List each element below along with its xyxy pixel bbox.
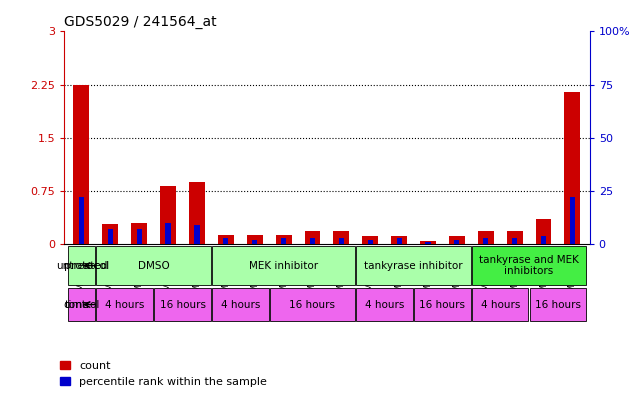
Bar	[310, 238, 315, 244]
Text: 16 hours: 16 hours	[290, 299, 335, 310]
Bar	[449, 236, 465, 244]
Bar	[565, 92, 580, 244]
Bar	[414, 288, 470, 321]
Bar	[96, 288, 153, 321]
Bar	[212, 288, 269, 321]
Text: DMSO: DMSO	[138, 261, 169, 270]
Bar	[397, 238, 402, 244]
Bar	[570, 197, 575, 244]
Bar	[362, 236, 378, 244]
Bar	[108, 230, 113, 244]
Bar	[131, 223, 147, 244]
Text: time: time	[64, 299, 90, 310]
Bar	[212, 246, 355, 285]
Text: 4 hours: 4 hours	[105, 299, 144, 310]
Bar	[223, 238, 228, 244]
Bar	[67, 288, 96, 321]
Text: untreated: untreated	[56, 261, 107, 270]
Bar	[391, 236, 407, 244]
Bar	[472, 288, 528, 321]
Bar	[483, 238, 488, 244]
Bar	[270, 288, 355, 321]
Bar	[512, 238, 517, 244]
Bar	[194, 225, 199, 244]
Bar	[103, 224, 118, 244]
Bar	[472, 246, 587, 285]
Bar	[536, 219, 551, 244]
Text: tankyrase and MEK
inhibitors: tankyrase and MEK inhibitors	[479, 255, 579, 276]
Bar	[333, 231, 349, 244]
Bar	[160, 186, 176, 244]
Bar	[478, 231, 494, 244]
Bar	[506, 231, 522, 244]
Bar	[541, 236, 546, 244]
Bar	[252, 240, 257, 244]
Text: 16 hours: 16 hours	[419, 299, 465, 310]
Bar	[420, 241, 436, 244]
Bar	[454, 240, 460, 244]
Bar	[154, 288, 211, 321]
Text: 4 hours: 4 hours	[365, 299, 404, 310]
Bar	[368, 240, 373, 244]
Text: tankyrase inhibitor: tankyrase inhibitor	[364, 261, 463, 270]
Bar	[247, 235, 263, 244]
Bar	[74, 84, 89, 244]
Bar	[356, 288, 413, 321]
Text: 16 hours: 16 hours	[535, 299, 581, 310]
Bar	[137, 230, 142, 244]
Text: 4 hours: 4 hours	[481, 299, 520, 310]
Text: 16 hours: 16 hours	[160, 299, 206, 310]
Bar	[281, 238, 286, 244]
Bar	[165, 223, 171, 244]
Bar	[189, 182, 205, 244]
Text: control: control	[63, 299, 99, 310]
Legend: count, percentile rank within the sample: count, percentile rank within the sample	[60, 361, 267, 387]
Bar	[79, 197, 84, 244]
Bar	[529, 288, 587, 321]
Text: GDS5029 / 241564_at: GDS5029 / 241564_at	[64, 15, 217, 29]
Bar	[426, 242, 431, 244]
Bar	[338, 238, 344, 244]
Bar	[67, 246, 96, 285]
Bar	[276, 235, 292, 244]
Bar	[304, 231, 320, 244]
Text: protocol: protocol	[64, 261, 110, 270]
Text: MEK inhibitor: MEK inhibitor	[249, 261, 318, 270]
Bar	[356, 246, 470, 285]
Bar	[218, 235, 234, 244]
Text: 4 hours: 4 hours	[221, 299, 260, 310]
Bar	[96, 246, 211, 285]
